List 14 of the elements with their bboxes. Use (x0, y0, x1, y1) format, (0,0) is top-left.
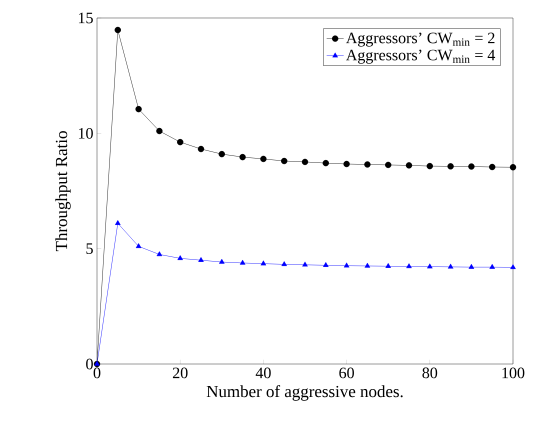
x-tick-label: 100 (502, 368, 524, 378)
y-tick-label: 5 (86, 243, 93, 254)
y-tick-label: 10 (78, 128, 93, 139)
legend-label: Aggressors’ CW$_{min}$ = 2 (346, 32, 494, 47)
x-tick-label: 60 (339, 368, 354, 378)
x-axis-title: Number of aggressive nodes. (206, 385, 403, 401)
x-tick-label: 40 (256, 368, 271, 378)
x-tick-label: 20 (172, 368, 188, 378)
legend-label: Aggressors’ CW$_{min}$ = 4 (346, 50, 496, 64)
y-axis-title: Throughput Ratio (55, 131, 71, 252)
x-tick-label: 0 (94, 368, 100, 378)
y-tick-label: 15 (78, 12, 93, 24)
y-tick-label: 0 (86, 358, 93, 370)
x-tick-label: 80 (422, 368, 438, 378)
